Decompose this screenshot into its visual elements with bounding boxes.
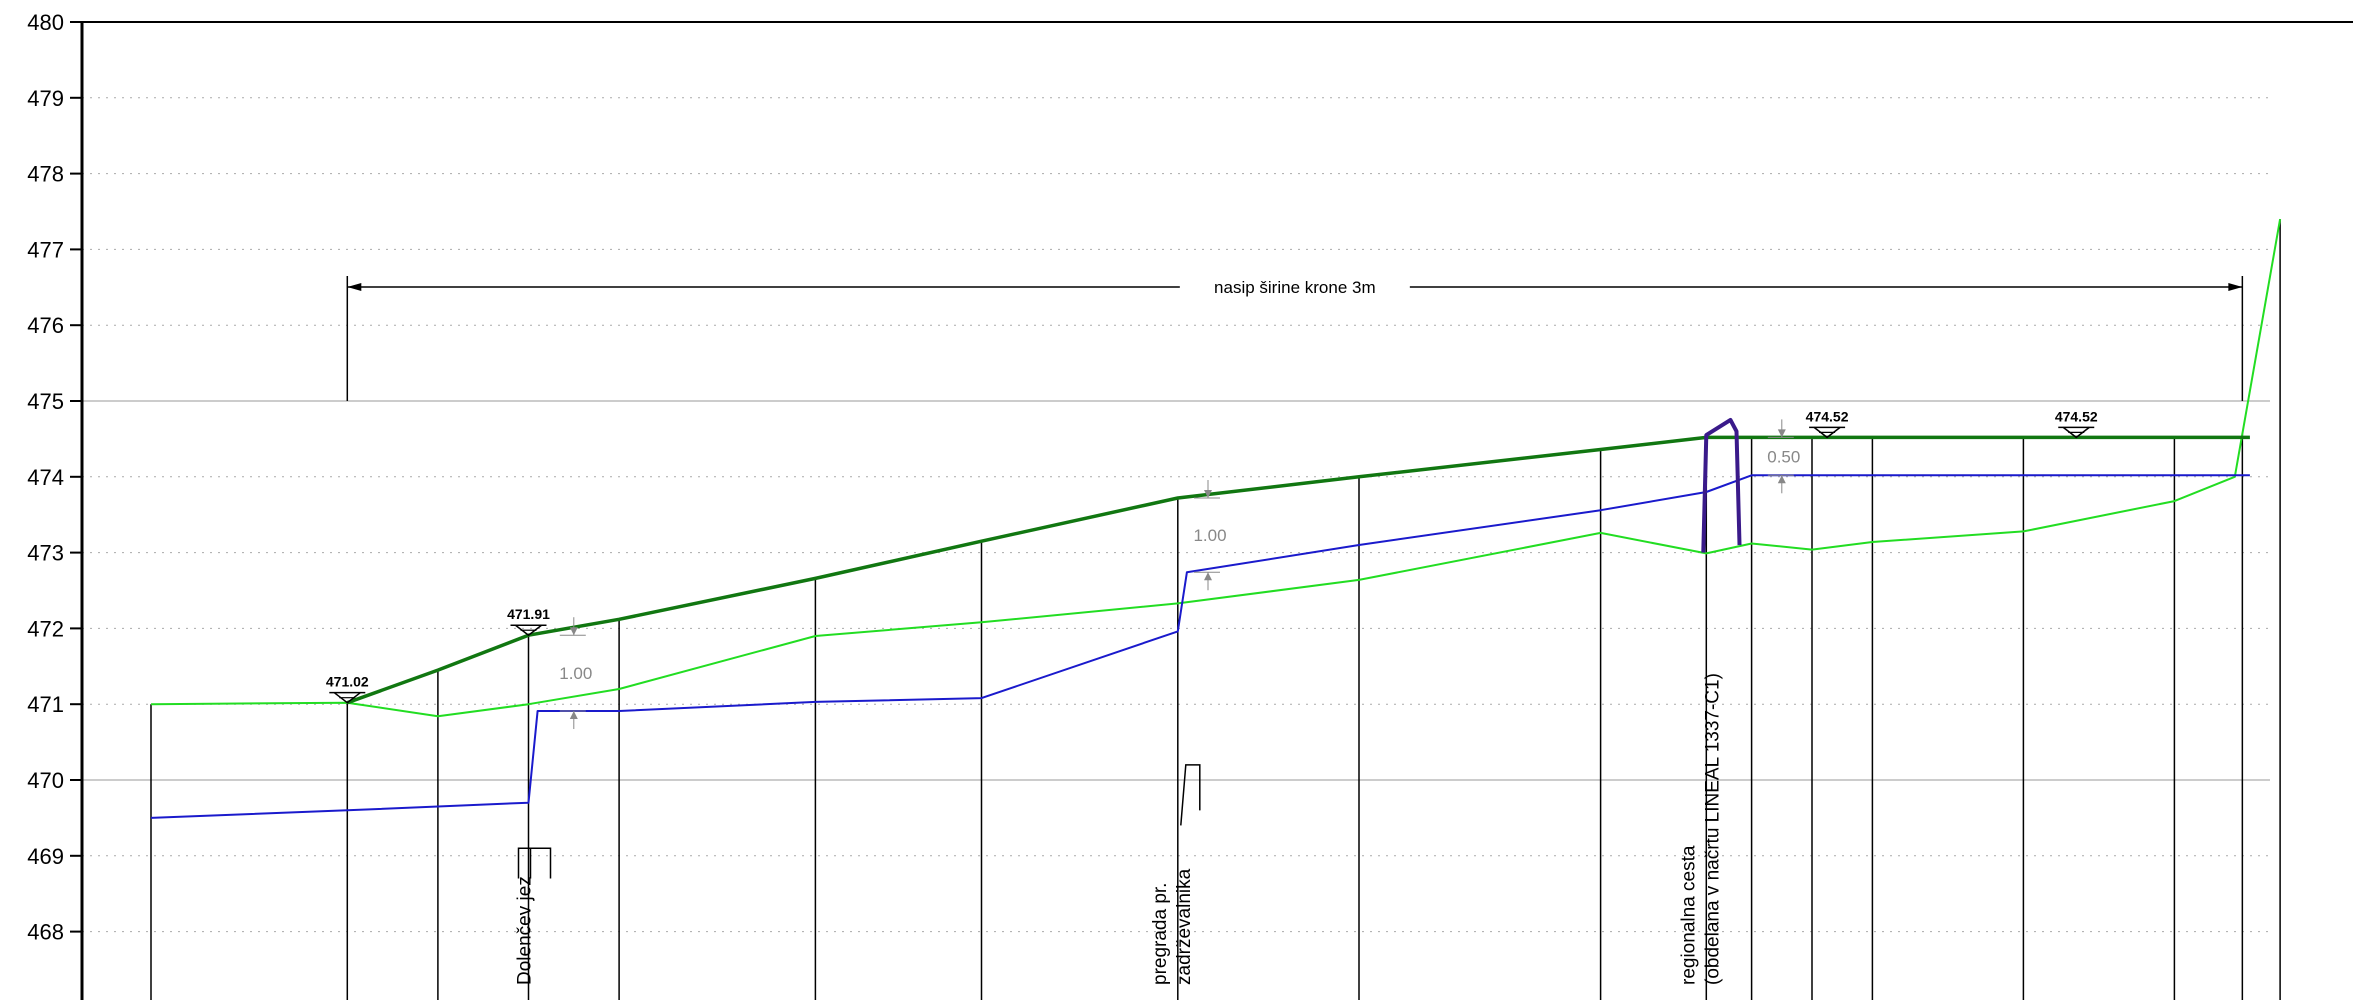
span-arrow-right [2228, 283, 2243, 291]
y-tick-label: 476 [27, 313, 64, 338]
station-lines-layer [150, 219, 2281, 1000]
freeboard-arrowhead-top [569, 627, 578, 636]
y-tick-label: 472 [27, 616, 64, 641]
grid-layer [82, 21, 2353, 933]
elevation-marker-triangle [1813, 426, 1841, 439]
elevation-label: 471.91 [507, 606, 550, 622]
freeboard-label-bg [551, 663, 596, 684]
regional-road-outline [1701, 417, 1742, 553]
structure-label: Dolenčev jez [515, 876, 536, 985]
span-label-bg [1179, 275, 1410, 299]
y-tick-label: 469 [27, 844, 64, 869]
span-label: nasip širine krone 3m [1214, 278, 1376, 297]
y-tick-label: 473 [27, 541, 64, 566]
weir-symbol [517, 847, 552, 879]
y-tick-label: 470 [27, 768, 64, 793]
elevation-label: 471.02 [326, 674, 369, 690]
structure-label: pregrada pr. [1150, 883, 1171, 985]
y-tick-label: 477 [27, 237, 64, 262]
freeboard-arrowhead-top [1777, 429, 1786, 438]
elevation-marker-triangle [333, 692, 361, 704]
freeboard-arrowhead-bottom [569, 711, 578, 720]
elevation-marker-triangle [515, 624, 542, 637]
y-tick-label: 474 [27, 465, 64, 490]
freeboard-arrowhead-top [1204, 490, 1212, 499]
structure-label: (obdelana v načrtu LINEAL 1337-C1) [1702, 673, 1723, 985]
structure-label: regionalna cesta [1678, 845, 1699, 985]
annotations-layer: 471.02 471.91 474.52 474.52 1.00 1.00 0.50 nasi… [326, 275, 2244, 730]
y-tick-label: 475 [27, 389, 64, 414]
structure-label: zadrževalnika [1174, 868, 1195, 985]
ground-line [150, 218, 2282, 718]
freeboard-label: 1.00 [559, 664, 592, 683]
elevation-label: 474.52 [2055, 408, 2098, 424]
y-axis-layer: 468 469 470 471 472 473 474 475 476 477 478 479 480 [27, 10, 84, 1000]
structures-layer: Dolenčev jez pregrada pr. zadrževalnika reg… [515, 417, 1742, 985]
y-tick-label: 479 [27, 86, 64, 111]
freeboard-arrowhead-bottom [1204, 572, 1212, 581]
freeboard-label-bg [1186, 525, 1230, 546]
y-tick-label: 480 [27, 10, 64, 35]
y-tick-label: 468 [27, 920, 64, 945]
freeboard-label-bg [1759, 446, 1804, 467]
elevation-label: 474.52 [1806, 408, 1849, 424]
span-arrow-left [347, 283, 362, 291]
profile-lines-layer [150, 218, 2282, 819]
barrier-symbol [1180, 764, 1201, 826]
freeboard-label: 0.50 [1767, 447, 1800, 466]
water-level-line [150, 474, 2250, 819]
embankment-crest-line [346, 435, 2250, 705]
elevation-marker-triangle [2062, 426, 2090, 439]
y-tick-label: 471 [27, 692, 64, 717]
freeboard-label: 1.00 [1193, 526, 1226, 545]
freeboard-arrowhead-bottom [1777, 475, 1786, 484]
y-tick-label: 478 [27, 162, 64, 187]
